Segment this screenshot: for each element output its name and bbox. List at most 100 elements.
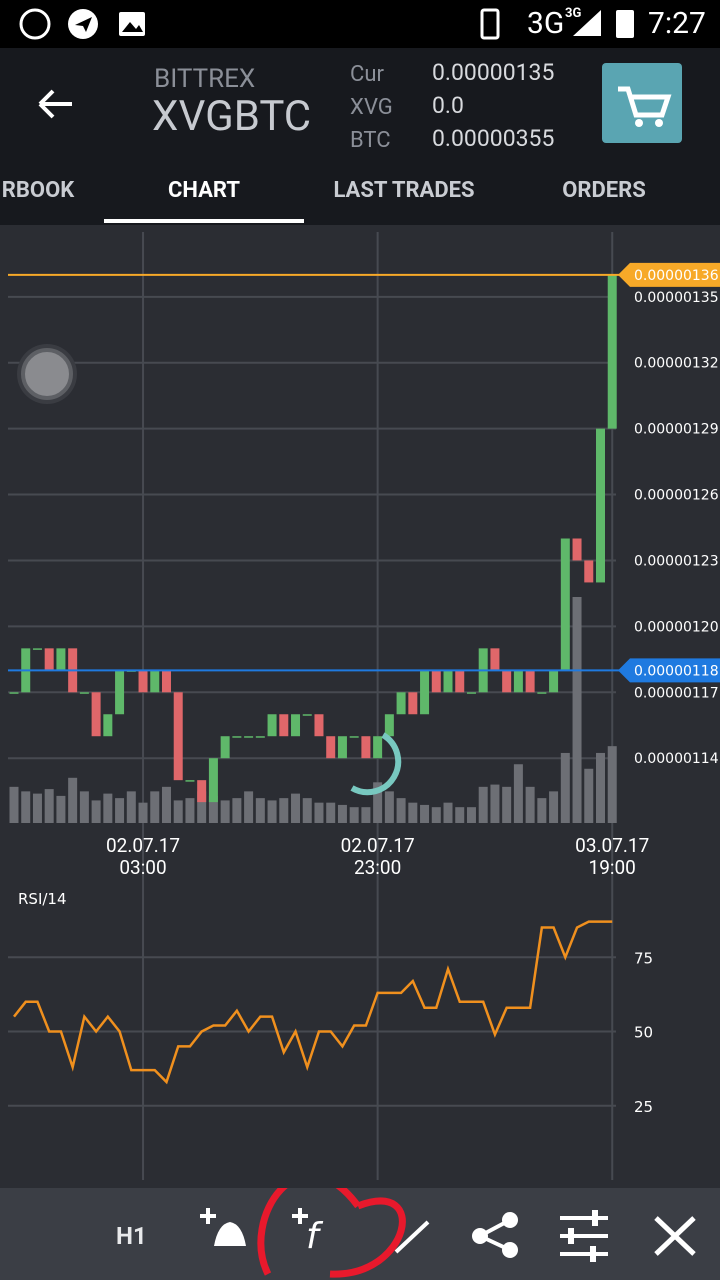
candle [396, 692, 406, 715]
candle [138, 670, 148, 693]
value: 0.00000355 [432, 125, 555, 152]
candle [455, 670, 465, 693]
tab[interactable]: RBOOK [1, 178, 75, 203]
candle [314, 714, 324, 737]
volume-bar [56, 795, 66, 823]
price-tag-label: 0.00000118 [634, 663, 719, 679]
candle [326, 736, 336, 759]
candle [607, 274, 617, 429]
candle [584, 560, 594, 583]
volume-bar [79, 791, 89, 823]
candle [79, 692, 89, 694]
toolbar: H1 f [0, 1188, 720, 1280]
candle [91, 692, 101, 737]
volume-bar [525, 786, 535, 823]
volume-bar [607, 746, 617, 823]
tab-active[interactable]: CHART [168, 178, 240, 203]
volume-bar [326, 802, 336, 823]
volume-bar [337, 804, 347, 823]
tab[interactable]: LAST TRADES [333, 178, 475, 203]
network-type: 3G [527, 6, 565, 41]
exchange: BITTREX [154, 64, 256, 94]
candle [279, 714, 289, 737]
volume-bar [68, 777, 78, 823]
candle [32, 648, 42, 650]
y-tick-label: 0.00000126 [634, 488, 719, 504]
chart-layer: 0.00000135 0.00000132 0.00000129 0.00000126… [8, 232, 720, 1180]
volume-bar [232, 798, 242, 823]
candle [267, 714, 277, 737]
volume-bar [161, 786, 171, 823]
candle [596, 428, 605, 583]
price-tag [618, 262, 720, 287]
volume-bar [244, 791, 254, 823]
interval[interactable]: H1 [116, 1222, 147, 1250]
volume-bar [396, 798, 406, 823]
volume-bar [279, 798, 289, 823]
candle [185, 780, 195, 782]
y-tick-label: 50 [634, 1024, 653, 1042]
volume-bar [361, 807, 371, 823]
volume-bar [150, 791, 160, 823]
value: 0.00000135 [432, 59, 555, 86]
label: Cur [350, 62, 384, 87]
candle [513, 670, 523, 693]
volume-bar [560, 752, 570, 823]
label: XVG [350, 95, 393, 120]
volume-bar [478, 786, 488, 823]
candle [466, 692, 476, 694]
candle [349, 736, 359, 738]
x-tick-label: 03.07.17 19:00 [575, 834, 650, 879]
info-values: 0.00000135 0.0 0.00000355 [432, 56, 554, 155]
pair: XVGBTC [152, 92, 312, 141]
volume-bar [443, 802, 453, 823]
price-tag-label: 0.00000136 [634, 268, 719, 284]
candle [208, 758, 218, 803]
candle [173, 692, 183, 781]
price-tag [618, 658, 720, 683]
y-tick-label: 0.00000117 [634, 685, 719, 701]
candle [502, 670, 512, 693]
candle [408, 692, 418, 715]
volume-bar [490, 784, 500, 823]
volume-bar [420, 804, 430, 823]
header: BITTREX XVGBTC Cur XVG BTC 0.00000135 0.0 0.… [0, 48, 720, 225]
y-tick-label: 25 [634, 1098, 653, 1116]
status-bar: 3G 3G 7:27 [0, 0, 720, 48]
candle [337, 736, 347, 759]
candle [56, 648, 66, 671]
y-tick-label: 0.00000114 [634, 751, 719, 767]
volume-bar [502, 786, 512, 823]
volume-bar [126, 791, 136, 823]
candle [103, 714, 113, 737]
x-tick-label: 02.07.17 23:00 [340, 834, 415, 879]
candle [537, 692, 547, 694]
candle [420, 670, 430, 715]
volume-bar [197, 791, 207, 823]
info-labels: Cur XVG BTC [350, 58, 393, 157]
candle [361, 736, 371, 759]
volume-bar [44, 789, 54, 823]
volume-bar [208, 795, 218, 823]
volume-bar [572, 597, 582, 823]
volume-bar [185, 798, 195, 823]
volume-bar [455, 807, 465, 823]
volume-bar [373, 782, 383, 823]
candle [232, 736, 242, 738]
y-tick-label: 75 [634, 949, 653, 967]
candle [572, 538, 582, 561]
y-tick-label: 0.00000132 [634, 356, 719, 372]
volume-bar [384, 791, 394, 823]
tab[interactable]: ORDERS [562, 178, 646, 203]
candle [255, 736, 265, 738]
volume-bar [173, 800, 183, 823]
volume-bar [584, 768, 594, 823]
cart-button[interactable] [602, 63, 682, 143]
back-button[interactable] [36, 88, 76, 120]
candle [9, 692, 19, 694]
float-button[interactable] [21, 348, 73, 400]
toolbar-icons: f [200, 1188, 696, 1278]
candle [490, 648, 500, 671]
